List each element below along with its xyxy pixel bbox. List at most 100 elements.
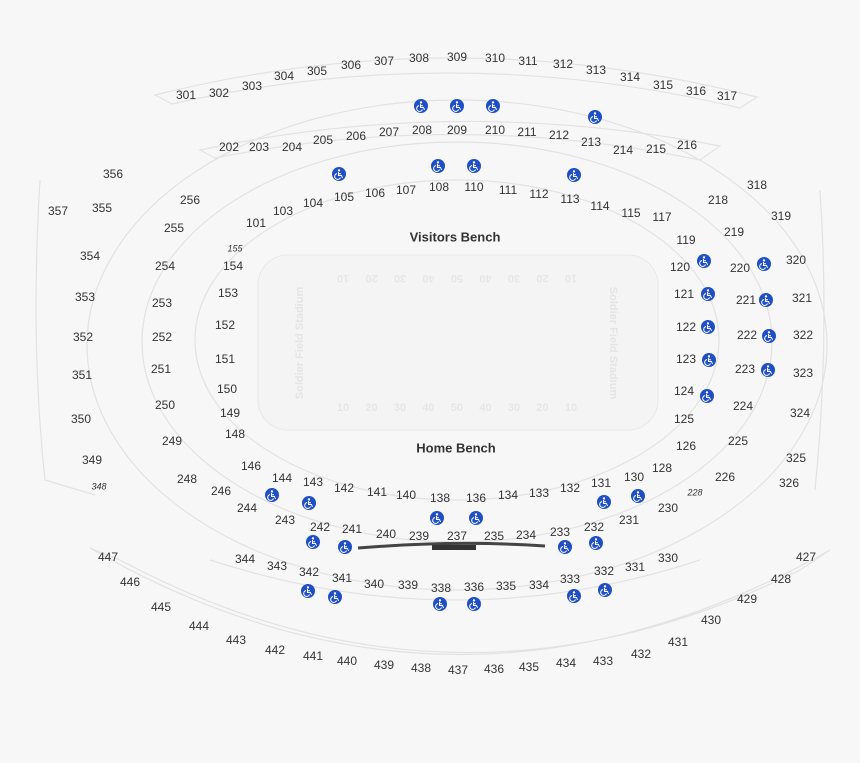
section-label: 335	[496, 579, 516, 593]
yard-number: 10	[565, 272, 577, 284]
section-label: 428	[771, 572, 791, 586]
icon-body	[703, 292, 712, 300]
icon-head	[311, 537, 315, 540]
section-label: 306	[341, 58, 361, 72]
icon-head	[762, 259, 766, 262]
section-label: 215	[646, 142, 666, 156]
section-label: 321	[792, 291, 812, 305]
icon-head	[435, 513, 439, 516]
section-label: 206	[346, 129, 366, 143]
section-label: 106	[365, 186, 385, 200]
icon-body	[267, 493, 276, 501]
wheelchair-icon	[328, 590, 342, 604]
section-label: 330	[658, 551, 678, 565]
section-label: 144	[272, 471, 292, 485]
bench-line	[357, 541, 546, 550]
wheelchair-icon	[589, 536, 603, 550]
field-side-label: Soldier Field Stadium	[607, 287, 619, 400]
section-label: 320	[786, 253, 806, 267]
icon-head	[707, 355, 711, 358]
section-label: 243	[275, 513, 295, 527]
section-label: 303	[242, 79, 262, 93]
section-label: 123	[676, 352, 696, 366]
yard-number: 20	[365, 272, 377, 284]
section-label: 311	[518, 54, 537, 68]
section-label: 154	[223, 259, 243, 273]
section-label: 233	[550, 525, 570, 539]
section-label: 111	[499, 183, 518, 197]
icon-body	[471, 516, 480, 524]
yard-numbers: 10 10 20 20 30 30 40 40 50 50 40 40 30 30 20 20 10 10	[337, 272, 577, 414]
icon-head	[563, 542, 567, 545]
section-label: 131	[591, 476, 611, 490]
section-label: 317	[717, 89, 737, 103]
section-label: 322	[793, 328, 813, 342]
icon-body	[599, 500, 608, 508]
section-label: 207	[379, 125, 399, 139]
section-label: 318	[747, 178, 767, 192]
yard-number: 40	[479, 272, 491, 284]
wheelchair-icon	[702, 353, 716, 367]
section-label: 305	[307, 64, 327, 78]
section-label: 209	[447, 123, 467, 137]
icon-body	[308, 540, 317, 548]
yard-number: 30	[394, 402, 406, 414]
section-label: 230	[658, 501, 678, 515]
yard-number: 20	[536, 272, 548, 284]
section-label: 326	[779, 476, 799, 490]
section-label: 110	[464, 180, 483, 194]
icon-body	[330, 595, 339, 603]
section-label: 435	[519, 660, 539, 674]
icon-body	[432, 516, 441, 524]
visitors-bench: Visitors Bench	[410, 229, 501, 244]
section-label: 140	[396, 488, 416, 502]
wheelchair-icon	[467, 159, 481, 173]
section-label: 339	[398, 578, 418, 592]
section-label: 443	[226, 633, 246, 647]
section-label: 125	[674, 412, 694, 426]
section-label: 249	[162, 434, 182, 448]
icon-head	[602, 497, 606, 500]
section-label: 223	[735, 362, 755, 376]
section-label: 438	[411, 661, 431, 675]
icon-head	[419, 101, 423, 104]
section-label: 226	[715, 470, 735, 484]
section-label: 235	[484, 529, 504, 543]
section-label: 432	[631, 647, 651, 661]
section-label: 142	[334, 481, 354, 495]
section-label: 343	[267, 559, 287, 573]
icon-body	[569, 594, 578, 602]
yard-number: 40	[479, 402, 491, 414]
section-label: 216	[677, 138, 697, 152]
section-label: 354	[80, 249, 100, 263]
section-label: 253	[152, 296, 172, 310]
yard-number: 40	[422, 272, 434, 284]
section-label: 107	[396, 183, 416, 197]
section-label: 307	[374, 54, 394, 68]
icon-body	[633, 494, 642, 502]
section-label: 124	[674, 384, 694, 398]
yard-number: 30	[394, 272, 406, 284]
section-label: 254	[155, 259, 175, 273]
icon-head	[455, 101, 459, 104]
icon-body	[590, 115, 599, 123]
section-label: 244	[237, 501, 257, 515]
section-label: 336	[464, 580, 484, 594]
section-label: 146	[241, 459, 261, 473]
icon-body	[452, 104, 461, 112]
section-label: 338	[431, 581, 451, 595]
wheelchair-icon	[588, 110, 602, 124]
wheelchair-icon	[697, 254, 711, 268]
icon-body	[340, 545, 349, 553]
section-label: 353	[75, 290, 95, 304]
section-label: 205	[313, 133, 333, 147]
icon-head	[343, 542, 347, 545]
icon-head	[636, 491, 640, 494]
yard-number: 10	[565, 402, 577, 414]
icon-body	[433, 164, 442, 172]
yard-number: 40	[422, 402, 434, 414]
section-label: 122	[676, 320, 696, 334]
icon-head	[436, 161, 440, 164]
section-label: 211	[517, 125, 536, 139]
